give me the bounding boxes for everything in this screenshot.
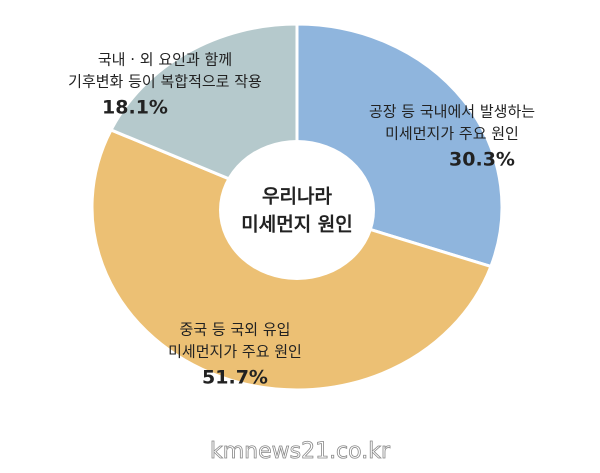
center-text: 미세먼지 원인 bbox=[241, 214, 353, 236]
watermark: kmnews21.co.kr bbox=[210, 439, 391, 464]
center-text: 우리나라 bbox=[262, 186, 332, 208]
donut-hole bbox=[219, 140, 375, 280]
segment-label: 국내 · 외 요인과 함께 bbox=[98, 51, 232, 69]
segment-label: 중국 등 국외 유입 bbox=[180, 321, 291, 339]
value-label: 18.1% bbox=[102, 97, 168, 119]
segment-label: 미세먼지가 주요 원인 bbox=[385, 125, 519, 143]
segment-label: 미세먼지가 주요 원인 bbox=[168, 343, 302, 361]
segment-label: 공장 등 국내에서 발생하는 bbox=[369, 103, 535, 121]
value-label: 30.3% bbox=[449, 149, 515, 171]
segment-label: 기후변화 등이 복합적으로 작용 bbox=[68, 73, 262, 91]
value-label: 51.7% bbox=[202, 367, 268, 389]
